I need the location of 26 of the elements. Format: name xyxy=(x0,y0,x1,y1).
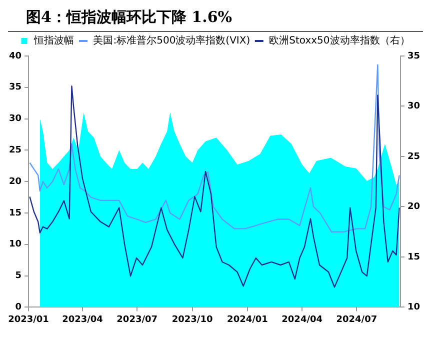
x-tick-label: 2024/07 xyxy=(336,314,378,325)
x-tick-label: 2023/01 xyxy=(8,314,49,325)
y2-tick-label: 10 xyxy=(407,302,420,313)
x-tick-label: 2023/07 xyxy=(116,314,158,325)
legend-label: 欧洲Stoxx50波动率指数（右） xyxy=(269,34,410,47)
y-tick-label: 15 xyxy=(8,208,22,218)
y2-tick-label: 25 xyxy=(407,152,420,162)
y-tick-label: 40 xyxy=(8,51,22,62)
x-tick-label: 2023/04 xyxy=(62,314,103,325)
y-tick-label: 25 xyxy=(8,146,22,156)
legend-label: 恒指波幅 xyxy=(33,34,74,47)
x-tick-label: 2024/04 xyxy=(282,314,323,325)
y-tick-label: 20 xyxy=(8,176,22,187)
y-tick-label: 10 xyxy=(8,240,22,250)
y2-tick-label: 20 xyxy=(407,202,420,212)
y2-tick-label: 15 xyxy=(407,252,420,262)
y-tick-label: 0 xyxy=(15,302,22,313)
y2-tick-label: 35 xyxy=(407,51,420,62)
y-tick-label: 5 xyxy=(15,271,22,282)
legend-label: 美国:标准普尔500波动率指数(VIX) xyxy=(93,34,250,47)
y-tick-label: 35 xyxy=(8,82,22,93)
x-tick-label: 2023/10 xyxy=(172,314,213,325)
y2-tick-label: 30 xyxy=(407,102,420,112)
chart-title: 图4：恒指波幅环比下降 1.6% xyxy=(8,0,423,32)
x-tick-label: 2024/01 xyxy=(227,314,268,325)
y-tick-label: 30 xyxy=(8,114,22,124)
